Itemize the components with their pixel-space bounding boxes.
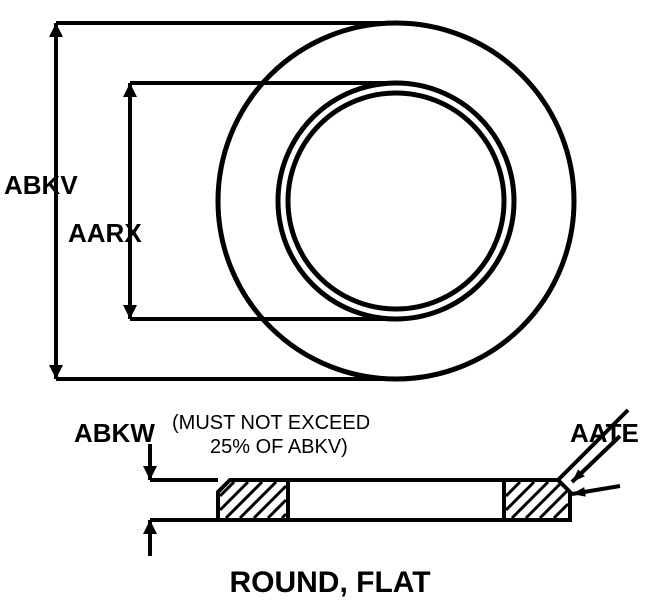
diagram-svg xyxy=(0,0,660,609)
label-abkw: ABKW xyxy=(74,418,155,449)
note-line1: (MUST NOT EXCEED xyxy=(172,412,370,435)
diagram-canvas: ABKV AARX ABKW AATE (MUST NOT EXCEED 25%… xyxy=(0,0,660,609)
note-line2: 25% OF ABKV) xyxy=(210,436,348,459)
label-aate: AATE xyxy=(570,418,639,449)
title: ROUND, FLAT xyxy=(0,566,660,600)
label-abkv: ABKV xyxy=(4,170,78,201)
label-aarx: AARX xyxy=(68,218,142,249)
